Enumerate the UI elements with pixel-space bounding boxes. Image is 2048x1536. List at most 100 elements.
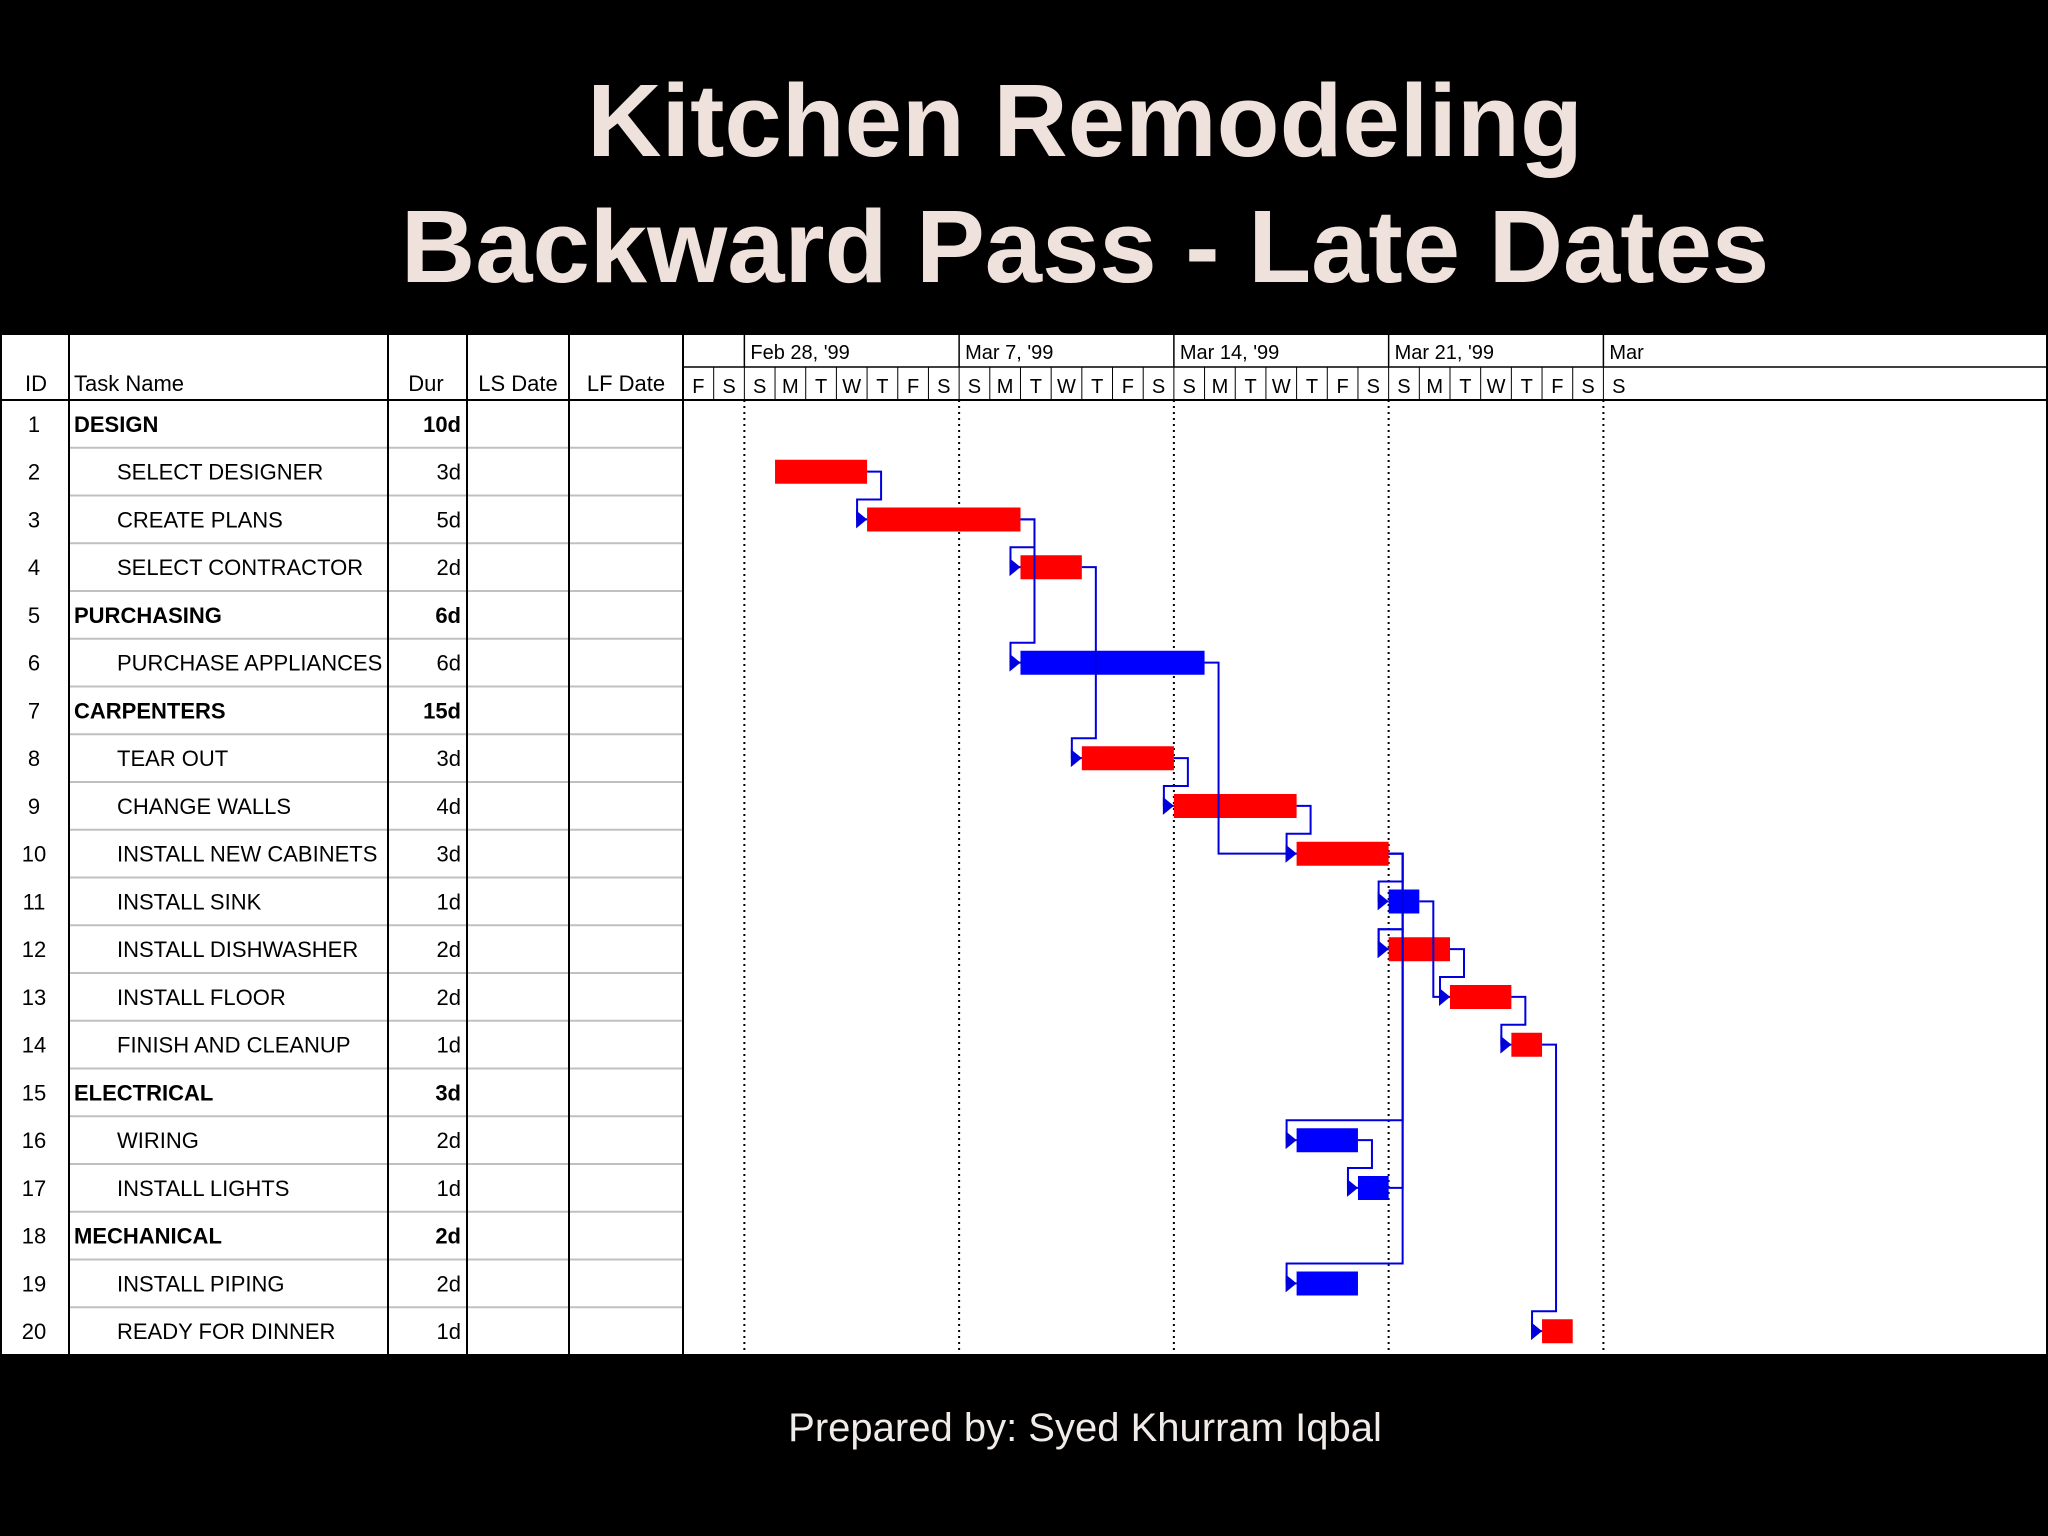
task-duration: 3d [437, 460, 461, 485]
week-label: Mar [1609, 342, 1644, 364]
link-arrowhead [1285, 844, 1297, 863]
day-label: T [1459, 376, 1471, 398]
task-name: INSTALL NEW CABINETS [117, 842, 377, 867]
task-bar [1542, 1319, 1573, 1344]
task-duration: 15d [423, 698, 461, 723]
day-label: M [782, 376, 799, 398]
task-duration: 3d [437, 842, 461, 867]
task-id: 19 [22, 1271, 46, 1296]
task-name: READY FOR DINNER [117, 1319, 335, 1344]
task-bar [775, 459, 868, 484]
day-label: T [1306, 376, 1318, 398]
task-bar [1020, 555, 1082, 580]
task-id: 1 [28, 412, 40, 437]
task-name: CARPENTERS [74, 698, 226, 723]
week-label: Mar 7, '99 [965, 342, 1053, 364]
task-name: INSTALL PIPING [117, 1271, 285, 1296]
task-name: FINISH AND CLEANUP [117, 1033, 351, 1058]
dependency-link [1285, 852, 1404, 1142]
task-id: 16 [22, 1128, 46, 1153]
dependency-link [1204, 661, 1297, 855]
task-duration: 6d [435, 603, 461, 628]
link-arrowhead [1162, 796, 1174, 815]
link-arrowhead [1377, 940, 1389, 959]
task-bar [1450, 985, 1512, 1009]
week-label: Feb 28, '99 [750, 342, 849, 364]
link-arrowhead [1531, 1322, 1543, 1341]
task-bar [1296, 1128, 1358, 1153]
link-arrowhead [1285, 1131, 1297, 1150]
task-bar [1296, 1271, 1358, 1296]
day-label: M [997, 376, 1014, 398]
dependency-link [1377, 928, 1404, 1189]
day-label: T [815, 376, 827, 398]
task-duration: 10d [423, 412, 461, 437]
link-arrowhead [1346, 1178, 1358, 1197]
task-bar [1511, 1032, 1543, 1057]
dependency-link [1531, 1043, 1558, 1333]
task-bar [1357, 1176, 1389, 1200]
week-label: Mar 14, '99 [1180, 342, 1279, 364]
task-id: 20 [22, 1319, 46, 1344]
title-line-2: Backward Pass - Late Dates [400, 189, 1770, 304]
task-bar [1388, 889, 1420, 914]
task-name: TEAR OUT [117, 746, 228, 771]
column-header: LS Date [478, 371, 558, 396]
task-name: INSTALL SINK [117, 889, 262, 914]
day-label: T [876, 376, 888, 398]
task-duration: 2d [437, 1271, 461, 1296]
task-id: 13 [22, 985, 46, 1010]
task-duration: 2d [437, 937, 461, 962]
task-name: CREATE PLANS [117, 507, 283, 532]
task-id: 15 [22, 1080, 46, 1105]
column-header: Dur [408, 371, 443, 396]
column-header: Task Name [74, 371, 184, 396]
day-label: W [842, 376, 861, 398]
day-label: S [1397, 376, 1410, 398]
task-name: CHANGE WALLS [117, 794, 291, 819]
dependency-link [1285, 852, 1404, 1285]
task-name: INSTALL LIGHTS [117, 1176, 289, 1201]
page-title: Kitchen Remodeling Backward Pass - Late … [0, 58, 2048, 310]
task-id: 3 [28, 507, 40, 532]
link-arrowhead [1500, 1035, 1512, 1054]
day-label: S [1612, 376, 1625, 398]
day-label: W [1487, 376, 1506, 398]
task-id: 11 [23, 889, 46, 914]
task-name: PURCHASING [74, 603, 222, 628]
day-label: S [753, 376, 766, 398]
day-label: M [1212, 376, 1229, 398]
link-arrowhead [1070, 749, 1082, 768]
day-label: S [968, 376, 981, 398]
week-label: Mar 21, '99 [1395, 342, 1494, 364]
column-header: ID [25, 371, 47, 396]
task-id: 8 [28, 746, 40, 771]
task-name: SELECT DESIGNER [117, 460, 323, 485]
link-arrowhead [1009, 653, 1021, 672]
day-label: S [1183, 376, 1196, 398]
link-arrowhead [1009, 558, 1021, 577]
task-name: INSTALL FLOOR [117, 985, 286, 1010]
task-bar [1020, 650, 1205, 675]
task-duration: 2d [435, 1224, 461, 1249]
task-id: 18 [22, 1224, 46, 1249]
task-duration: 4d [437, 794, 461, 819]
day-label: T [1091, 376, 1103, 398]
chart-border [0, 333, 2048, 1356]
column-header: LF Date [587, 371, 665, 396]
task-id: 6 [28, 651, 40, 676]
task-name: INSTALL DISHWASHER [117, 937, 358, 962]
task-name: MECHANICAL [74, 1224, 222, 1249]
day-label: F [692, 376, 704, 398]
day-label: S [937, 376, 950, 398]
task-name: ELECTRICAL [74, 1080, 213, 1105]
task-name: SELECT CONTRACTOR [117, 555, 363, 580]
day-label: T [1030, 376, 1042, 398]
task-name: DESIGN [74, 412, 158, 437]
task-duration: 3d [437, 746, 461, 771]
day-label: F [1337, 376, 1349, 398]
day-label: T [1244, 376, 1256, 398]
gantt-chart: F S S M T W T F S S M T W T F S S M T W T F S S M T W T F S S Feb 28, '… [0, 333, 2048, 1356]
task-id: 17 [22, 1176, 46, 1201]
